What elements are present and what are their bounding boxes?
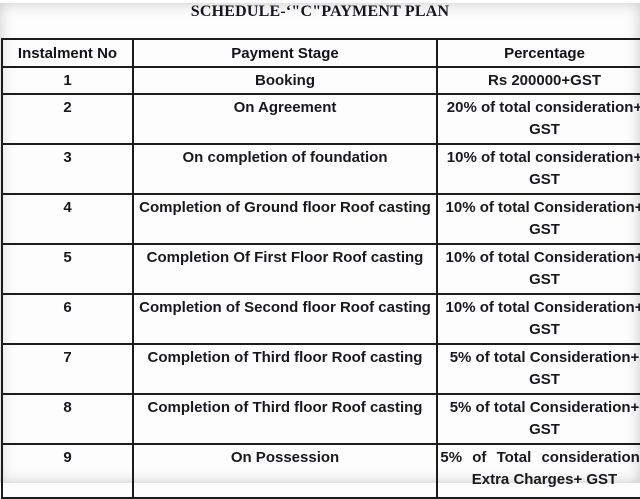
table-row: 3 On completion of foundation 10% of tot… xyxy=(1,143,640,195)
percentage-line: GST xyxy=(529,271,560,288)
percentage-line: Rs 200000+GST xyxy=(488,72,601,89)
table-body: 1 Booking Rs 200000+GST 2 On Agreement 2… xyxy=(1,66,640,499)
percentage-line: 10% of total Consideration+ xyxy=(445,199,640,216)
percentage-line: GST xyxy=(529,321,560,338)
payment-stage-cell: Booking xyxy=(132,66,438,95)
payment-stage-text: On Agreement xyxy=(233,99,337,116)
percentage-cell: 10% of total Consideration+ GST xyxy=(436,193,640,245)
payment-plan-table: Instalment No Payment Stage Percentage 1… xyxy=(1,38,640,499)
instalment-no-cell: 4 xyxy=(1,193,134,245)
percentage-line: 20% of total consideration+ xyxy=(446,99,640,116)
percentage-line: 10% of total Consideration+ xyxy=(445,299,640,316)
page-title: SCHEDULE-‘"C"PAYMENT PLAN xyxy=(190,3,450,20)
instalment-no-cell: 5 xyxy=(1,243,134,295)
table-row: 1 Booking Rs 200000+GST xyxy=(1,66,640,95)
instalment-no-cell: 2 xyxy=(1,93,134,145)
payment-stage-text: On completion of foundation xyxy=(182,149,388,166)
header-payment-stage: Payment Stage xyxy=(132,38,438,68)
table-row: 8 Completion of Third floor Roof casting… xyxy=(1,393,640,445)
payment-stage-cell: On Possession xyxy=(132,443,438,499)
payment-stage-cell: Completion of Third floor Roof casting xyxy=(132,393,438,445)
percentage-cell: 5% of total Consideration+ GST xyxy=(436,393,640,445)
table-row: 9 On Possession 5% of Total consideratio… xyxy=(1,443,640,499)
percentage-cell: 10% of total Consideration+ GST xyxy=(436,293,640,345)
percentage-line: 10% of total consideration+ xyxy=(446,149,640,166)
payment-stage-cell: On completion of foundation xyxy=(132,143,438,195)
instalment-no-cell: 1 xyxy=(1,66,134,95)
payment-stage-text: Booking xyxy=(255,72,315,89)
payment-stage-cell: Completion of Ground floor Roof casting xyxy=(132,193,438,245)
payment-stage-text: Completion of Third floor Roof casting xyxy=(147,349,423,366)
header-instalment-no: Instalment No xyxy=(1,38,134,68)
payment-stage-text: On Possession xyxy=(230,449,340,466)
percentage-cell: 10% of total Consideration+ GST xyxy=(436,243,640,295)
instalment-no-cell: 3 xyxy=(1,143,134,195)
table-row: 7 Completion of Third floor Roof casting… xyxy=(1,343,640,395)
percentage-line: Extra Charges+ GST xyxy=(471,471,618,488)
percentage-cell: 5% of total Consideration+ GST xyxy=(436,343,640,395)
percentage-cell: 20% of total consideration+ GST xyxy=(436,93,640,145)
percentage-line: GST xyxy=(529,421,560,438)
payment-stage-cell: Completion of Third floor Roof casting xyxy=(132,343,438,395)
table-header-row: Instalment No Payment Stage Percentage xyxy=(1,38,640,68)
table-row: 6 Completion of Second floor Roof castin… xyxy=(1,293,640,345)
percentage-line: 5% of total Consideration+ xyxy=(449,349,640,366)
percentage-line: 5% of total Consideration+ xyxy=(449,399,640,416)
table-row: 5 Completion Of First Floor Roof casting… xyxy=(1,243,640,295)
payment-stage-cell: On Agreement xyxy=(132,93,438,145)
percentage-cell: 5% of Total consideration+ Extra Charges+… xyxy=(436,443,640,499)
header-percentage: Percentage xyxy=(436,38,640,68)
instalment-no-cell: 8 xyxy=(1,393,134,445)
payment-stage-cell: Completion of Second floor Roof casting xyxy=(132,293,438,345)
percentage-cell: Rs 200000+GST xyxy=(436,66,640,95)
percentage-cell: 10% of total consideration+ GST xyxy=(436,143,640,195)
percentage-line: 5% of Total consideration+ xyxy=(440,449,640,466)
table-row: 2 On Agreement 20% of total consideratio… xyxy=(1,93,640,145)
payment-stage-text: Completion Of First Floor Roof casting xyxy=(146,249,424,266)
payment-stage-cell: Completion Of First Floor Roof casting xyxy=(132,243,438,295)
payment-stage-text: Completion of Ground floor Roof casting xyxy=(139,199,431,216)
percentage-line: GST xyxy=(529,171,560,188)
table-row: 4 Completion of Ground floor Roof castin… xyxy=(1,193,640,245)
percentage-line: GST xyxy=(529,121,560,138)
percentage-line: 10% of total Consideration+ xyxy=(445,249,640,266)
percentage-line: GST xyxy=(529,221,560,238)
instalment-no-cell: 6 xyxy=(1,293,134,345)
instalment-no-cell: 9 xyxy=(1,443,134,499)
page: { "title": "SCHEDULE-‘\"C\"PAYMENT PLAN"… xyxy=(0,3,640,499)
payment-stage-text: Completion of Second floor Roof casting xyxy=(139,299,431,316)
instalment-no-cell: 7 xyxy=(1,343,134,395)
payment-stage-text: Completion of Third floor Roof casting xyxy=(147,399,423,416)
percentage-line: GST xyxy=(529,371,560,388)
